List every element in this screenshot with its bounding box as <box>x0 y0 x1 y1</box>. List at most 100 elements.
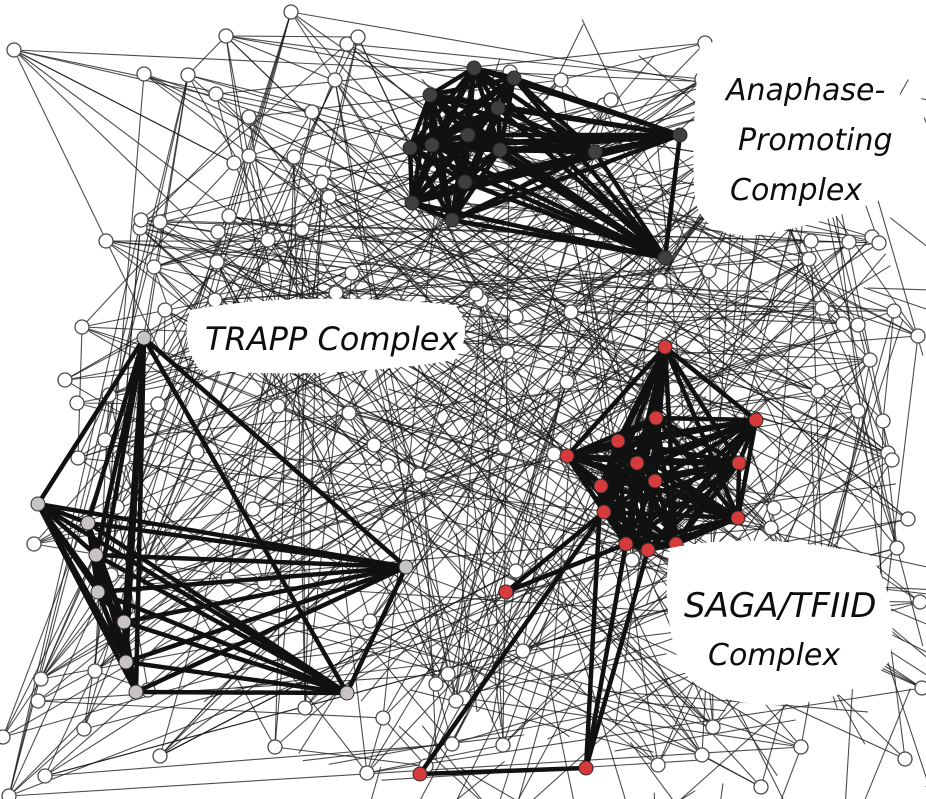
background-node <box>701 263 717 279</box>
background-edge <box>420 380 444 474</box>
background-edge <box>94 95 780 672</box>
background-edge <box>348 412 389 467</box>
background-node <box>508 563 524 579</box>
apc-edge <box>449 132 683 223</box>
background-node <box>563 304 579 320</box>
background-edge <box>187 35 227 76</box>
background-edge <box>566 218 803 429</box>
background-node <box>448 693 464 709</box>
apc-node <box>490 100 506 116</box>
background-node <box>766 500 782 516</box>
background-edge <box>588 286 769 293</box>
background-edge <box>337 242 880 314</box>
background-edge <box>421 725 482 799</box>
background-edge <box>139 116 250 229</box>
background-edge <box>581 19 727 327</box>
background-edge <box>159 221 871 361</box>
background-node <box>70 450 86 466</box>
background-node <box>835 316 851 332</box>
trapp-edge <box>93 552 350 696</box>
saga-edge <box>673 515 741 547</box>
background-node <box>814 300 830 316</box>
apc-edge <box>427 75 517 98</box>
trapp-edge <box>141 335 409 570</box>
background-edge <box>8 746 802 797</box>
trapp-edge <box>95 335 147 595</box>
background-edge <box>471 483 502 727</box>
background-edge <box>334 79 437 685</box>
background-edge <box>456 611 551 799</box>
background-node <box>208 86 224 102</box>
background-edge <box>225 35 517 318</box>
background-edge <box>225 35 359 38</box>
background-node <box>884 452 900 468</box>
background-edge <box>518 546 590 799</box>
background-node <box>260 232 276 248</box>
background-edge <box>122 458 517 572</box>
background-edge <box>780 743 803 799</box>
saga-edge <box>417 765 589 777</box>
background-edge <box>402 567 491 602</box>
saga-node <box>610 433 626 449</box>
background-node <box>495 737 511 753</box>
background-edge <box>81 326 665 506</box>
background-edge <box>614 719 796 752</box>
background-node <box>150 396 166 412</box>
background-edge <box>468 392 558 444</box>
apc-edge <box>407 75 517 151</box>
background-node <box>226 155 242 171</box>
apc-node <box>457 174 473 190</box>
apc-node <box>466 60 482 76</box>
background-edge <box>248 155 921 603</box>
background-edge <box>634 209 713 279</box>
background-edge <box>140 99 612 221</box>
background-node <box>850 317 866 333</box>
apc-node <box>444 212 460 228</box>
saga-node <box>657 339 673 355</box>
apc-edge <box>497 147 668 261</box>
background-node <box>37 768 53 784</box>
background-edge <box>810 240 859 326</box>
background-node <box>341 405 357 421</box>
background-edge <box>225 35 605 106</box>
background-node <box>327 72 343 88</box>
saga-edge <box>601 509 679 547</box>
background-node <box>146 259 162 275</box>
saga-node <box>648 410 664 426</box>
background-edge <box>215 93 235 164</box>
background-node <box>362 613 378 629</box>
background-edge <box>459 767 515 799</box>
background-node <box>850 403 866 419</box>
background-edge <box>153 266 265 583</box>
background-node <box>74 319 90 335</box>
background-edge <box>334 79 449 675</box>
background-edge <box>599 690 868 713</box>
background-edge <box>864 688 911 799</box>
background-edge <box>366 687 923 774</box>
apc-label-line-3: Complex <box>730 173 862 208</box>
background-edge <box>863 287 926 310</box>
trapp-edge <box>121 619 350 696</box>
background-edge <box>533 677 670 799</box>
background-edge <box>549 685 574 799</box>
background-edge <box>817 390 889 454</box>
background-node <box>133 212 149 228</box>
background-edge <box>388 388 484 418</box>
trapp-node <box>398 559 414 575</box>
apc-edge <box>462 179 668 261</box>
trapp-edge <box>133 689 350 696</box>
background-edge <box>859 404 924 647</box>
background-node <box>694 747 710 763</box>
background-edge <box>821 307 871 361</box>
background-edge <box>882 310 895 422</box>
background-node <box>241 148 257 164</box>
background-node <box>267 739 283 755</box>
background-edge <box>13 49 714 728</box>
background-edge <box>560 586 626 799</box>
background-node <box>0 729 11 745</box>
background-node <box>1 788 17 799</box>
background-edge <box>449 387 495 499</box>
background-edge <box>44 242 880 777</box>
saga-node <box>731 455 747 471</box>
background-edge <box>256 231 404 253</box>
